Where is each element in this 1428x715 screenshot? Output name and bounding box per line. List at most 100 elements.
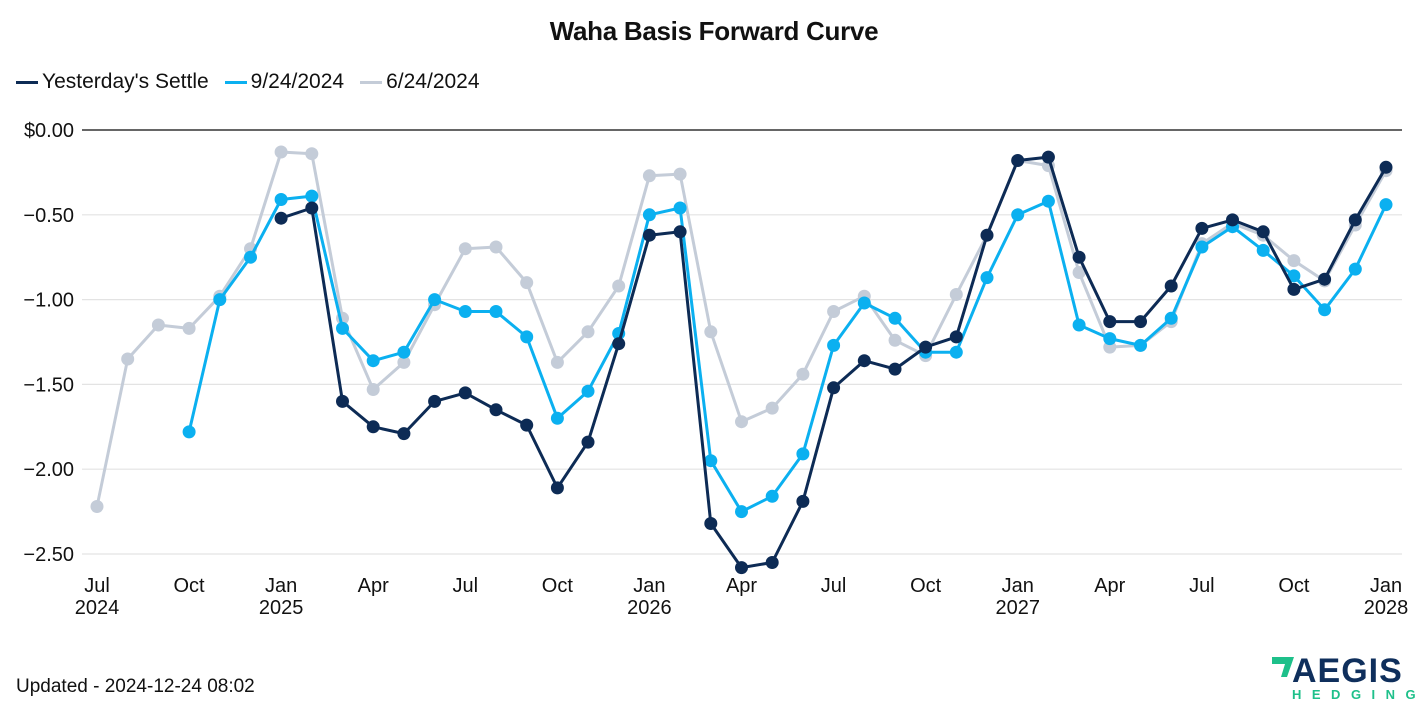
data-point[interactable] — [1318, 272, 1332, 286]
data-point[interactable] — [90, 500, 104, 513]
data-point[interactable] — [520, 276, 534, 290]
data-point[interactable] — [704, 517, 718, 530]
data-point[interactable] — [1011, 154, 1025, 167]
data-point[interactable] — [182, 425, 196, 439]
data-point[interactable] — [428, 293, 442, 307]
data-point[interactable] — [397, 355, 411, 369]
data-point[interactable] — [949, 288, 963, 301]
data-point[interactable] — [305, 147, 319, 161]
data-point[interactable] — [1318, 303, 1332, 317]
data-point[interactable] — [397, 427, 411, 441]
data-point[interactable] — [213, 293, 227, 307]
data-point[interactable] — [366, 383, 380, 396]
data-point[interactable] — [305, 201, 319, 215]
data-point[interactable] — [888, 362, 902, 376]
data-point[interactable] — [827, 305, 841, 318]
data-point[interactable] — [1072, 266, 1086, 279]
data-point[interactable] — [735, 505, 748, 519]
data-point[interactable] — [1041, 194, 1055, 208]
data-point[interactable] — [182, 321, 196, 335]
data-point[interactable] — [1164, 279, 1178, 293]
data-point[interactable] — [735, 415, 748, 429]
data-point[interactable] — [520, 330, 534, 344]
data-point[interactable] — [1348, 213, 1362, 227]
data-point[interactable] — [336, 394, 349, 408]
data-point[interactable] — [550, 411, 564, 425]
data-point[interactable] — [581, 435, 595, 449]
data-point[interactable] — [612, 279, 626, 293]
data-point[interactable] — [980, 271, 994, 285]
data-point[interactable] — [1287, 282, 1301, 296]
data-point[interactable] — [827, 338, 841, 352]
data-point[interactable] — [735, 561, 748, 575]
data-point[interactable] — [274, 211, 288, 225]
data-point[interactable] — [1256, 225, 1270, 239]
data-point[interactable] — [1348, 262, 1362, 276]
data-point[interactable] — [673, 225, 687, 239]
data-point[interactable] — [673, 167, 687, 181]
data-point[interactable] — [888, 333, 902, 347]
data-point[interactable] — [1134, 338, 1147, 352]
data-point[interactable] — [581, 384, 595, 398]
data-point[interactable] — [704, 454, 718, 468]
data-point[interactable] — [765, 489, 779, 503]
data-point[interactable] — [888, 311, 902, 325]
data-point[interactable] — [489, 305, 503, 318]
data-point[interactable] — [305, 189, 319, 203]
data-point[interactable] — [1287, 254, 1301, 268]
data-point[interactable] — [704, 325, 718, 339]
data-point[interactable] — [796, 367, 810, 381]
legend-item-6-24-2024[interactable]: 6/24/2024 — [360, 70, 480, 94]
data-point[interactable] — [673, 201, 687, 215]
data-point[interactable] — [458, 386, 472, 400]
data-point[interactable] — [949, 330, 963, 344]
data-point[interactable] — [765, 556, 779, 569]
data-point[interactable] — [1072, 250, 1086, 264]
data-point[interactable] — [274, 145, 288, 159]
data-point[interactable] — [489, 403, 503, 417]
data-point[interactable] — [1195, 221, 1209, 235]
data-point[interactable] — [796, 447, 810, 461]
data-point[interactable] — [458, 305, 472, 318]
data-point[interactable] — [1103, 315, 1117, 329]
data-point[interactable] — [489, 240, 503, 254]
data-point[interactable] — [244, 250, 257, 264]
data-point[interactable] — [1134, 315, 1147, 329]
data-point[interactable] — [827, 381, 841, 395]
data-point[interactable] — [642, 208, 656, 222]
data-point[interactable] — [612, 337, 626, 351]
data-point[interactable] — [1041, 150, 1055, 164]
data-point[interactable] — [980, 228, 994, 242]
data-point[interactable] — [151, 318, 165, 332]
data-point[interactable] — [121, 352, 135, 366]
legend-item-9-24-2024[interactable]: 9/24/2024 — [224, 70, 344, 94]
data-point[interactable] — [366, 420, 380, 434]
data-point[interactable] — [1226, 213, 1239, 227]
data-point[interactable] — [1287, 269, 1301, 283]
data-point[interactable] — [1256, 243, 1270, 257]
data-point[interactable] — [428, 394, 442, 408]
data-point[interactable] — [581, 325, 595, 339]
data-point[interactable] — [1379, 198, 1393, 212]
data-point[interactable] — [274, 193, 288, 206]
data-point[interactable] — [550, 481, 564, 495]
data-point[interactable] — [919, 340, 933, 354]
data-point[interactable] — [1379, 160, 1393, 174]
data-point[interactable] — [765, 401, 779, 415]
data-point[interactable] — [1164, 311, 1178, 325]
data-point[interactable] — [949, 345, 963, 359]
data-point[interactable] — [857, 354, 871, 368]
data-point[interactable] — [1103, 332, 1117, 346]
data-point[interactable] — [642, 228, 656, 242]
data-point[interactable] — [366, 354, 380, 368]
data-point[interactable] — [520, 418, 534, 432]
data-point[interactable] — [458, 242, 472, 256]
data-point[interactable] — [397, 345, 411, 359]
data-point[interactable] — [857, 296, 871, 310]
data-point[interactable] — [1195, 240, 1209, 254]
data-point[interactable] — [1011, 208, 1025, 222]
data-point[interactable] — [1072, 318, 1086, 332]
data-point[interactable] — [796, 494, 810, 508]
data-point[interactable] — [642, 169, 656, 183]
data-point[interactable] — [550, 355, 564, 369]
